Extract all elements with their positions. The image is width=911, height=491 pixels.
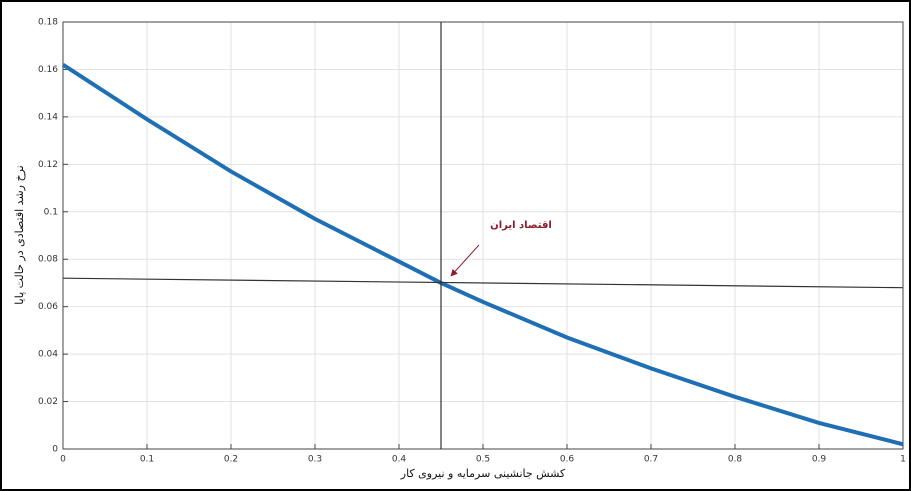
x-tick-label: 0.6 <box>560 455 575 465</box>
y-tick-label: 0.16 <box>38 65 58 75</box>
x-tick-label: 0.4 <box>392 455 407 465</box>
chart: کشش جانشینی سرمایه و نیروی کار نرخ رشد ا… <box>0 0 911 491</box>
y-tick-label: 0.12 <box>38 160 58 170</box>
y-tick-label: 0.14 <box>38 112 58 122</box>
y-tick-label: 0.08 <box>38 255 58 265</box>
x-axis-label: کشش جانشینی سرمایه و نیروی کار <box>400 467 566 480</box>
annotation-text: اقتصاد ایران <box>490 220 552 231</box>
x-tick-label: 0 <box>60 455 66 465</box>
x-tick-label: 0.8 <box>728 455 743 465</box>
x-tick-label: 0.3 <box>308 455 322 465</box>
y-tick-label: 0.02 <box>38 397 58 407</box>
x-tick-label: 0.9 <box>812 455 827 465</box>
y-tick-label: 0.18 <box>38 18 58 28</box>
y-tick-label: 0 <box>52 445 58 455</box>
x-tick-label: 1 <box>900 455 906 465</box>
x-tick-label: 0.1 <box>140 455 154 465</box>
x-tick-label: 0.5 <box>476 455 490 465</box>
y-tick-label: 0.1 <box>44 207 58 217</box>
y-tick-label: 0.04 <box>38 350 58 360</box>
frame <box>1 1 910 490</box>
y-axis-label: نرخ رشد اقتصادی در حالت پایا <box>13 165 26 304</box>
y-tick-label: 0.06 <box>38 302 58 312</box>
x-tick-label: 0.7 <box>644 455 658 465</box>
x-tick-label: 0.2 <box>224 455 238 465</box>
